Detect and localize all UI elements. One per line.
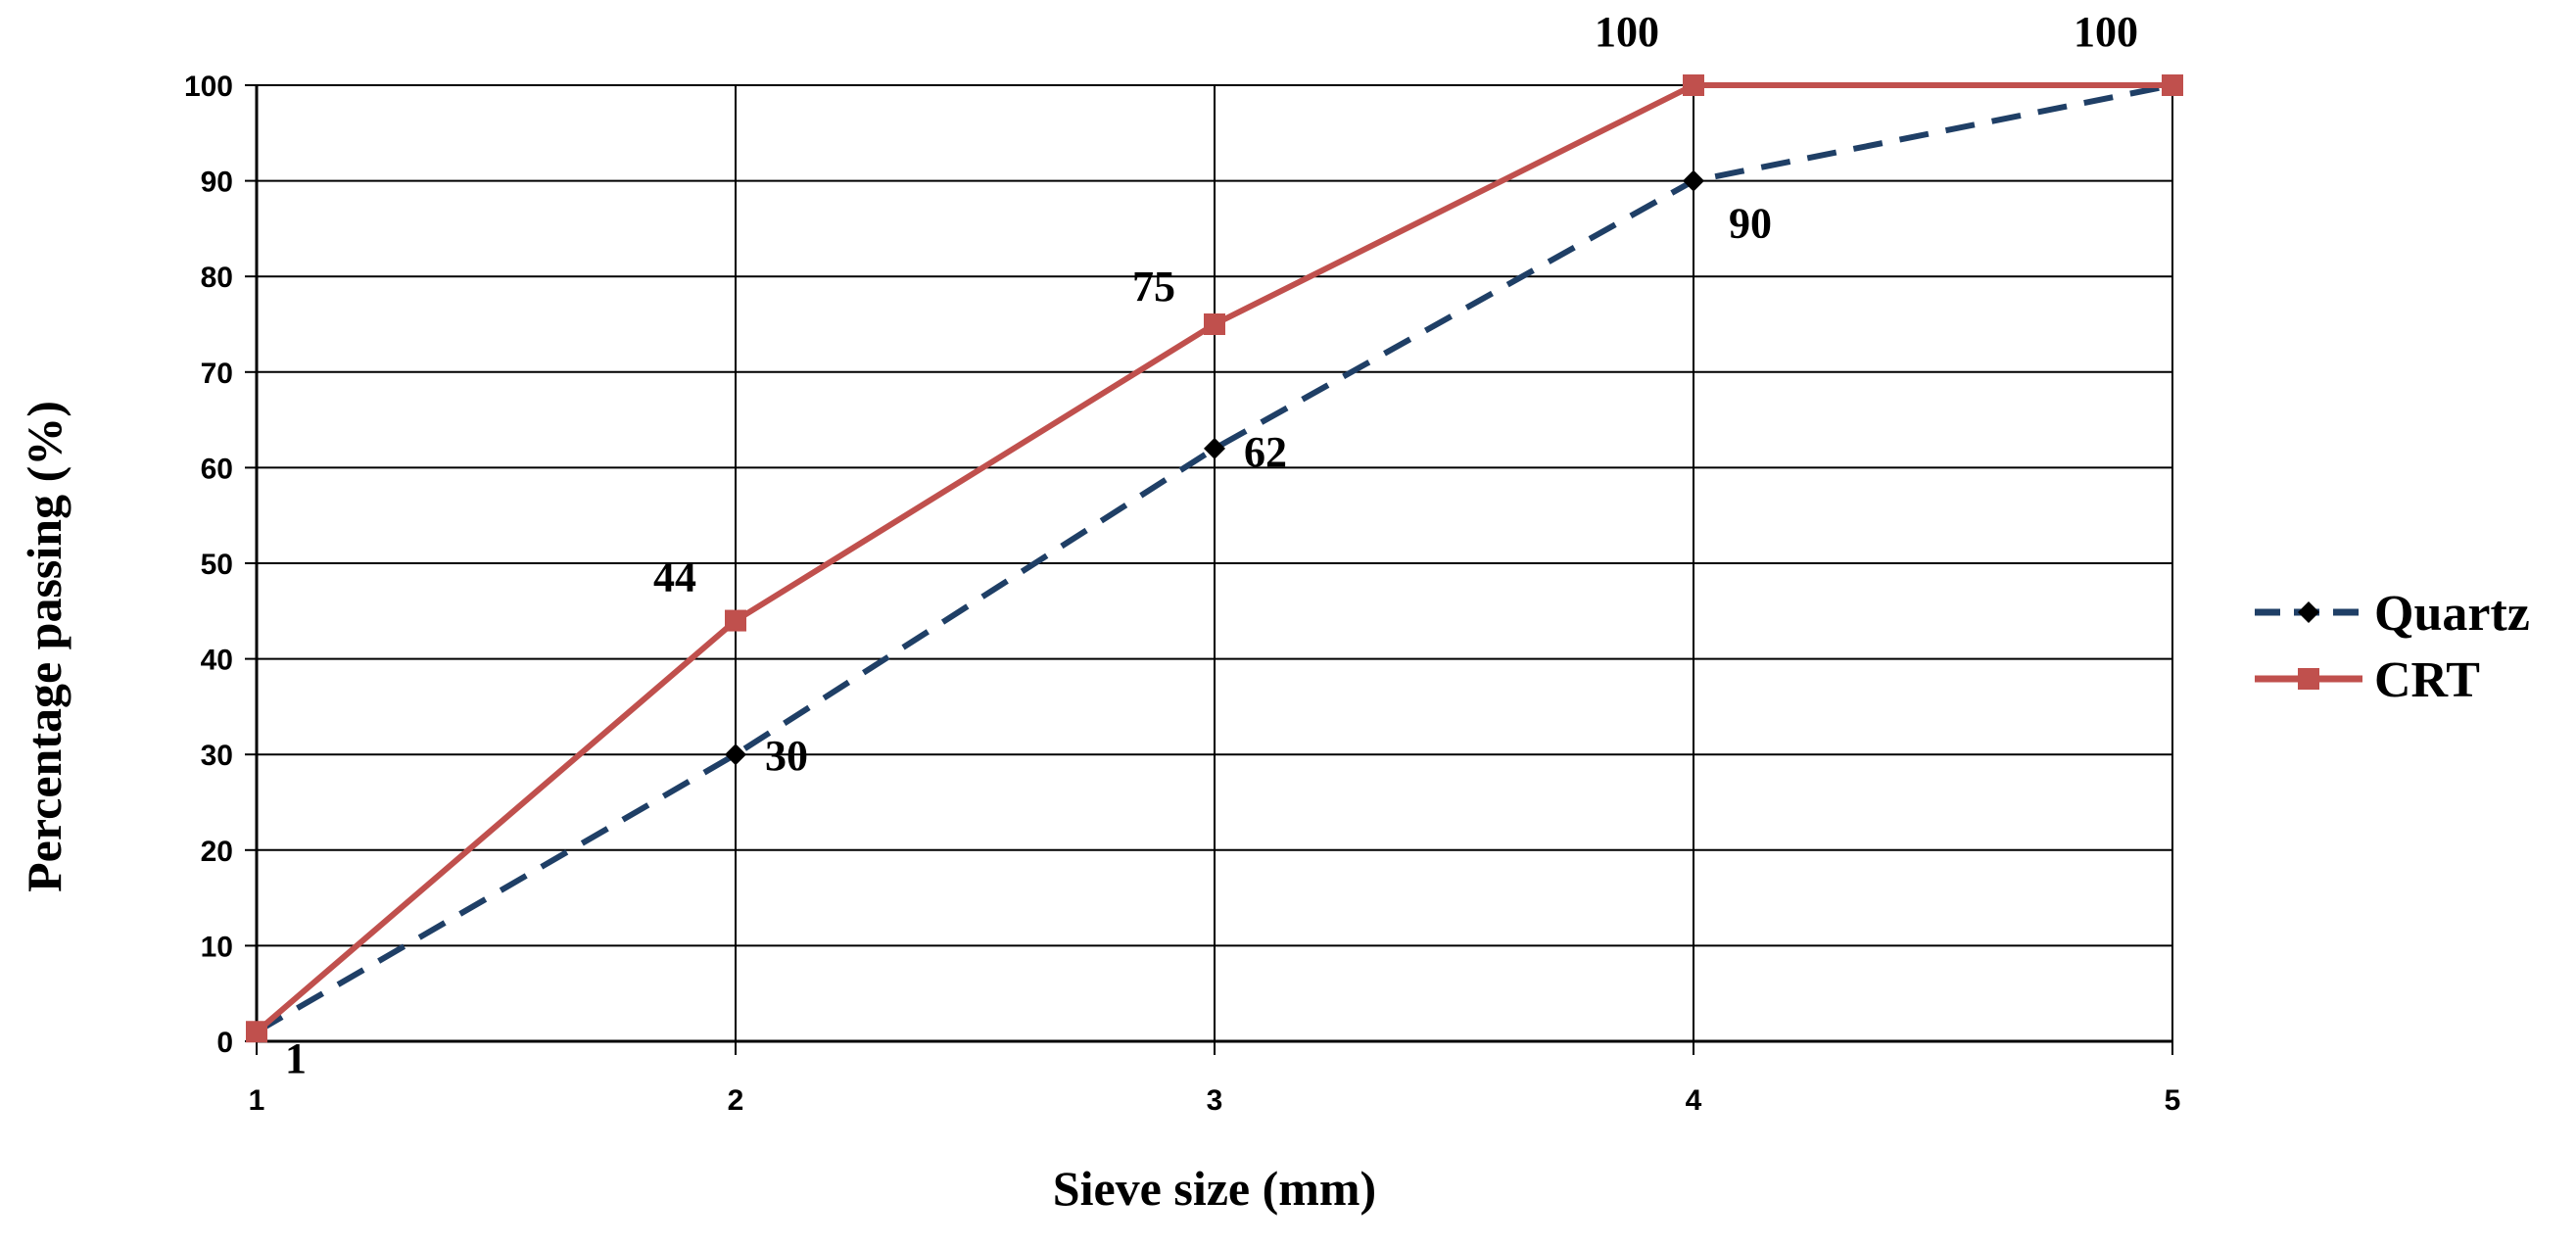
data-point-crt xyxy=(1204,313,1225,335)
data-label-quartz: 90 xyxy=(1729,200,1772,248)
data-point-quartz xyxy=(1683,169,1704,192)
y-tick-label: 70 xyxy=(201,358,233,390)
legend-marker-quartz xyxy=(2298,601,2319,623)
y-tick-label: 0 xyxy=(216,1027,233,1059)
y-tick-label: 50 xyxy=(201,549,233,581)
data-label-crt: 75 xyxy=(1132,263,1175,311)
grid-lines xyxy=(256,84,2173,1042)
data-label-quartz: 1 xyxy=(285,1034,307,1082)
x-axis-title: Sieve size (mm) xyxy=(1053,1161,1376,1216)
y-tick-label: 90 xyxy=(201,167,233,199)
data-label-quartz: 62 xyxy=(1244,428,1287,476)
y-tick-label: 60 xyxy=(201,453,233,485)
y-tick-label: 30 xyxy=(201,740,233,772)
legend: Quartz CRT xyxy=(2255,586,2530,708)
legend-label-crt: CRT xyxy=(2374,652,2480,708)
data-series xyxy=(246,74,2183,1043)
y-tick-label: 20 xyxy=(201,836,233,868)
legend-label-quartz: Quartz xyxy=(2374,586,2530,642)
y-tick-label: 100 xyxy=(184,71,233,103)
y-tick-label: 40 xyxy=(201,645,233,677)
x-tick-label: 1 xyxy=(249,1084,265,1117)
y-tick-label: 80 xyxy=(201,262,233,294)
y-axis-title: Percentage passing (%) xyxy=(17,401,72,892)
data-point-crt xyxy=(246,1021,267,1043)
data-label-crt: 44 xyxy=(653,553,696,601)
data-label-quartz: 30 xyxy=(765,732,808,780)
data-point-crt xyxy=(1683,74,1704,96)
data-label-crt: 100 xyxy=(2074,8,2138,56)
y-tick-label: 10 xyxy=(201,931,233,963)
data-point-crt xyxy=(725,609,746,632)
x-tick-label: 4 xyxy=(1686,1084,1702,1117)
data-point-quartz xyxy=(725,743,746,766)
data-point-quartz xyxy=(1204,437,1225,459)
x-tick-label: 5 xyxy=(2165,1084,2181,1117)
x-tick-label: 2 xyxy=(728,1084,744,1117)
data-labels: 1 30 62 90 44 75 100 100 xyxy=(285,8,2138,1082)
x-tick-label: 3 xyxy=(1207,1084,1223,1117)
data-point-crt xyxy=(2162,74,2183,96)
legend-marker-crt xyxy=(2298,668,2319,690)
data-label-crt: 100 xyxy=(1595,8,1659,56)
axes: 0 10 20 30 40 50 60 70 80 90 100 1 2 3 4 5 xyxy=(184,71,2180,1117)
